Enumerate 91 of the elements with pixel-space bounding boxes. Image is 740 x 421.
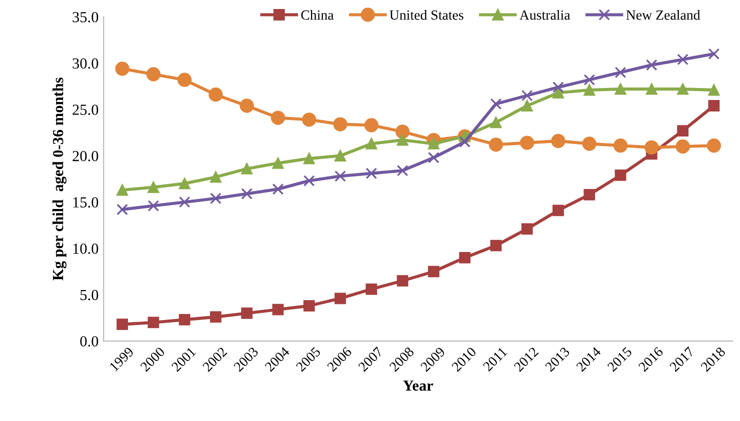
point: [552, 204, 564, 216]
point: [116, 204, 128, 216]
y-axis-title: Kg per child aged 0-36 months: [52, 78, 66, 280]
point: [334, 170, 346, 182]
point: [148, 182, 160, 193]
point: [646, 83, 658, 95]
point: [241, 163, 253, 174]
point: [272, 183, 284, 195]
y-tick-label: 15.0: [73, 197, 98, 208]
y-tick-label: 25.0: [72, 104, 98, 115]
point: [520, 136, 534, 150]
legend-label: New Zealand: [626, 10, 700, 20]
point: [178, 196, 190, 208]
point: [241, 188, 253, 200]
point: [582, 136, 596, 151]
point: [676, 139, 690, 154]
point: [178, 178, 190, 190]
point: [208, 88, 223, 102]
point: [116, 184, 128, 196]
point: [614, 66, 626, 78]
point: [613, 138, 628, 153]
point: [708, 100, 720, 112]
point: [272, 304, 284, 316]
y-tick-label: 0.0: [80, 336, 98, 347]
point: [396, 134, 408, 146]
legend-label: China: [301, 10, 334, 20]
point: [614, 83, 626, 95]
y-tick-label: 10.0: [73, 244, 98, 254]
y-tick-label: 20.0: [72, 150, 98, 162]
point: [146, 67, 161, 82]
point: [706, 138, 721, 153]
x-tick-label: 2011: [482, 346, 508, 372]
point: [677, 54, 688, 66]
point: [148, 316, 160, 328]
point: [270, 110, 286, 125]
point: [272, 157, 284, 169]
point: [241, 308, 253, 319]
point: [210, 311, 222, 323]
point: [334, 150, 346, 162]
point: [708, 48, 720, 60]
point: [551, 134, 566, 148]
point: [334, 292, 346, 304]
point: [428, 152, 440, 164]
point: [428, 266, 440, 278]
point: [364, 118, 378, 132]
legend-label: United States: [390, 10, 464, 20]
point: [366, 283, 378, 295]
point: [396, 164, 408, 176]
legend-label: Australia: [520, 10, 570, 20]
point: [395, 124, 410, 139]
point: [521, 90, 533, 102]
point: [366, 168, 378, 180]
point: [644, 140, 659, 155]
point: [646, 59, 658, 71]
point: [210, 171, 222, 183]
point: [303, 152, 315, 164]
point: [488, 138, 504, 152]
point: [584, 84, 596, 96]
point: [303, 300, 315, 312]
y-tick-label: 5.0: [80, 290, 98, 300]
point: [521, 223, 533, 235]
y-tick-label: 35.0: [72, 12, 98, 22]
point: [396, 275, 408, 287]
point: [677, 125, 688, 136]
point: [333, 117, 348, 132]
point: [490, 98, 502, 110]
point: [116, 318, 128, 330]
point: [240, 98, 254, 113]
point: [552, 87, 564, 98]
point: [708, 84, 720, 96]
point: [210, 192, 222, 204]
point: [177, 72, 192, 87]
y-tick-label: 30.0: [72, 58, 98, 69]
point: [490, 116, 502, 128]
point: [148, 200, 160, 212]
point: [459, 252, 471, 264]
point: [521, 100, 533, 112]
point: [366, 138, 378, 150]
point: [584, 74, 596, 86]
point: [115, 62, 130, 76]
point: [303, 175, 315, 186]
point: [584, 188, 596, 200]
point: [490, 240, 502, 252]
point: [459, 136, 471, 148]
point: [302, 112, 316, 127]
x-axis-title: Year: [403, 380, 434, 391]
point: [552, 82, 564, 93]
point: [178, 314, 190, 326]
point: [614, 170, 626, 181]
point: [428, 138, 440, 150]
point: [677, 83, 688, 95]
